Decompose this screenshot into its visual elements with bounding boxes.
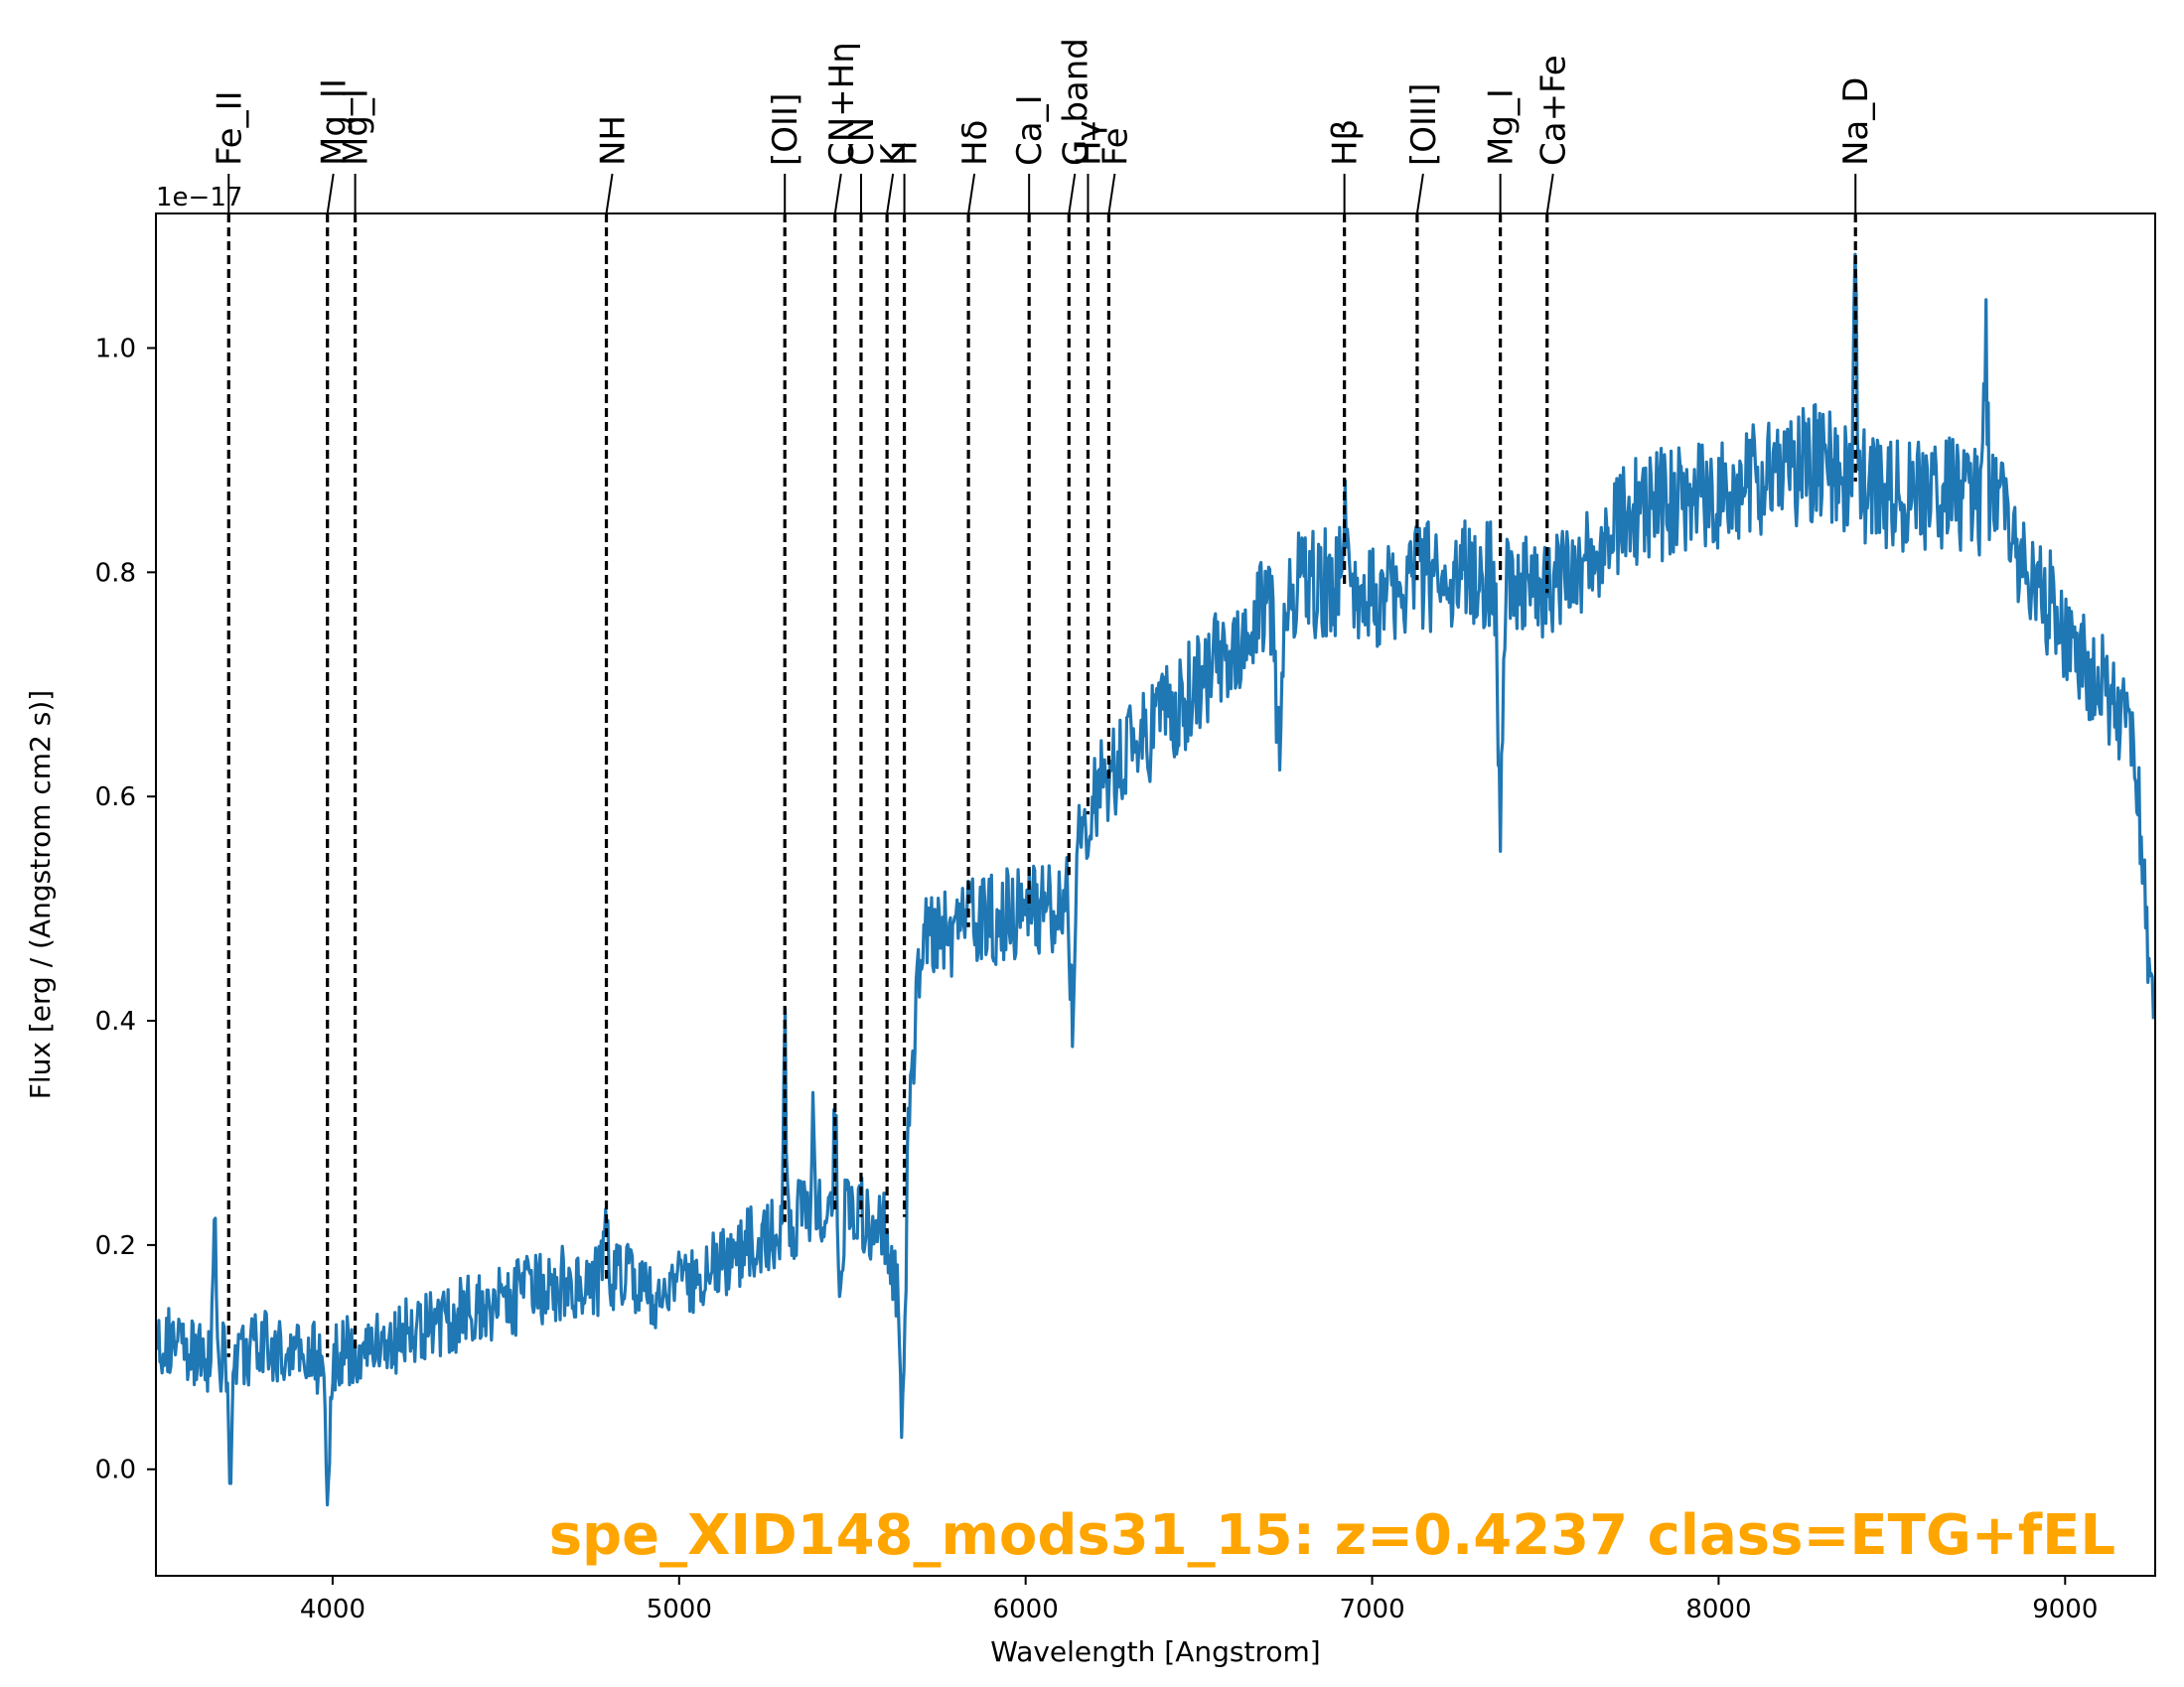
line-leader xyxy=(1545,173,1554,214)
y-offset-label: 1e−17 xyxy=(156,183,242,212)
y-tick-label: 0.8 xyxy=(95,558,136,588)
x-axis-label: Wavelength [Angstrom] xyxy=(990,1635,1320,1668)
line-label: Mg_I xyxy=(337,88,376,166)
line-leader xyxy=(326,173,335,214)
line-label: Mg_I xyxy=(1482,88,1522,166)
spectrum-series xyxy=(156,252,2155,1507)
x-tick-label: 8000 xyxy=(1685,1595,1751,1624)
line-leader xyxy=(833,173,842,214)
y-axis: 0.0 0.2 0.4 0.6 0.8 1.0 xyxy=(95,335,156,1485)
line-label: [OII] xyxy=(766,93,805,166)
line-label: Fe xyxy=(1095,127,1135,166)
y-tick-label: 0.4 xyxy=(95,1007,136,1037)
x-tick-label: 4000 xyxy=(300,1595,365,1624)
line-label: Ca+Fe xyxy=(1534,55,1574,166)
y-tick-label: 0.6 xyxy=(95,782,136,812)
line-label: K xyxy=(874,142,914,166)
line-leader xyxy=(1415,173,1424,214)
y-tick-label: 1.0 xyxy=(95,335,136,364)
line-label: Hβ xyxy=(1326,119,1366,166)
line-label: Hγ xyxy=(1069,120,1108,166)
line-leader xyxy=(605,173,614,214)
line-label: Mg_II xyxy=(315,78,355,166)
x-tick-label: 7000 xyxy=(1339,1595,1404,1624)
line-label: Fe_II xyxy=(210,90,249,166)
line-label: Hδ xyxy=(955,120,995,166)
line-label: Na_D xyxy=(1836,77,1876,166)
spectrum-line xyxy=(156,252,2155,1507)
y-tick-label: 0.0 xyxy=(95,1456,136,1485)
plot-frame xyxy=(155,212,2156,1577)
x-tick-label: 9000 xyxy=(2032,1595,2098,1624)
line-leader xyxy=(967,173,976,214)
line-label: Ca_I xyxy=(1010,94,1050,166)
line-label: CN+Hη xyxy=(822,42,862,166)
line-label: CN xyxy=(842,117,882,166)
chart-title: spe_XID148_mods31_15: z=0.4237 class=ETG… xyxy=(549,1503,2115,1568)
y-tick-label: 0.2 xyxy=(95,1231,136,1261)
line-label: NH xyxy=(594,115,634,166)
line-label: G_band xyxy=(1056,38,1095,166)
line-label: H xyxy=(886,140,926,166)
line-leader xyxy=(886,173,895,214)
line-leader xyxy=(1068,173,1077,214)
y-axis-label: Flux [erg / (Angstrom cm2 s)] xyxy=(24,690,57,1099)
x-axis: 4000 5000 6000 7000 8000 9000 xyxy=(300,1576,2098,1624)
x-tick-label: 5000 xyxy=(647,1595,712,1624)
line-label: [OIII] xyxy=(1404,83,1444,166)
line-leader xyxy=(1107,173,1116,214)
x-tick-label: 6000 xyxy=(993,1595,1059,1624)
